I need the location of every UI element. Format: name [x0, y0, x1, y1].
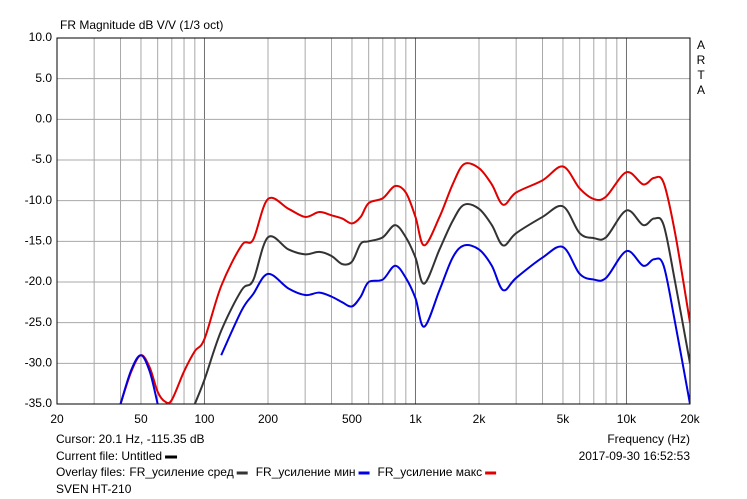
- series-line: [193, 203, 690, 404]
- plot-lines: [119, 162, 690, 404]
- x-tick-label: 10k: [617, 412, 637, 426]
- x-tick-label: 500: [342, 412, 362, 426]
- x-tick-label: 100: [194, 412, 214, 426]
- y-tick-label: 5.0: [35, 71, 52, 85]
- y-tick-label: -15.0: [25, 234, 53, 248]
- y-tick-label: -10.0: [25, 193, 53, 207]
- x-tick-label: 50: [134, 412, 148, 426]
- legend-label: FR_усиление сред: [129, 465, 233, 479]
- chart-title: FR Magnitude dB V/V (1/3 oct): [60, 18, 223, 32]
- x-tick-label: 2k: [473, 412, 487, 426]
- y-tick-label: -25.0: [25, 315, 53, 329]
- y-tick-label: -30.0: [25, 356, 53, 370]
- y-tick-label: 0.0: [35, 112, 52, 126]
- legend-title: Overlay files:: [56, 465, 125, 479]
- y-tick-label: 10.0: [29, 30, 53, 44]
- cursor-readout: Cursor: 20.1 Hz, -115.35 dB: [56, 432, 205, 446]
- x-tick-label: 20k: [680, 412, 700, 426]
- series-line: [119, 243, 690, 404]
- x-tick-label: 200: [258, 412, 278, 426]
- timestamp: 2017-09-30 16:52:53: [579, 449, 691, 463]
- plot-frame: [56, 37, 691, 405]
- x-axis-label: Frequency (Hz): [607, 432, 690, 446]
- legend-label: FR_усиление мин: [256, 465, 356, 479]
- legend-label: FR_усиление макс: [378, 465, 483, 479]
- y-tick-label: -20.0: [25, 274, 53, 288]
- series-line: [119, 162, 690, 404]
- x-tick-label: 20: [50, 412, 64, 426]
- x-tick-label: 5k: [557, 412, 571, 426]
- y-tick-label: -35.0: [25, 396, 53, 410]
- current-file: Current file: Untitled: [56, 449, 162, 463]
- device-name: SVEN HT-210: [56, 482, 132, 496]
- y-tick-label: -5.0: [31, 152, 52, 166]
- x-tick-label: 1k: [409, 412, 423, 426]
